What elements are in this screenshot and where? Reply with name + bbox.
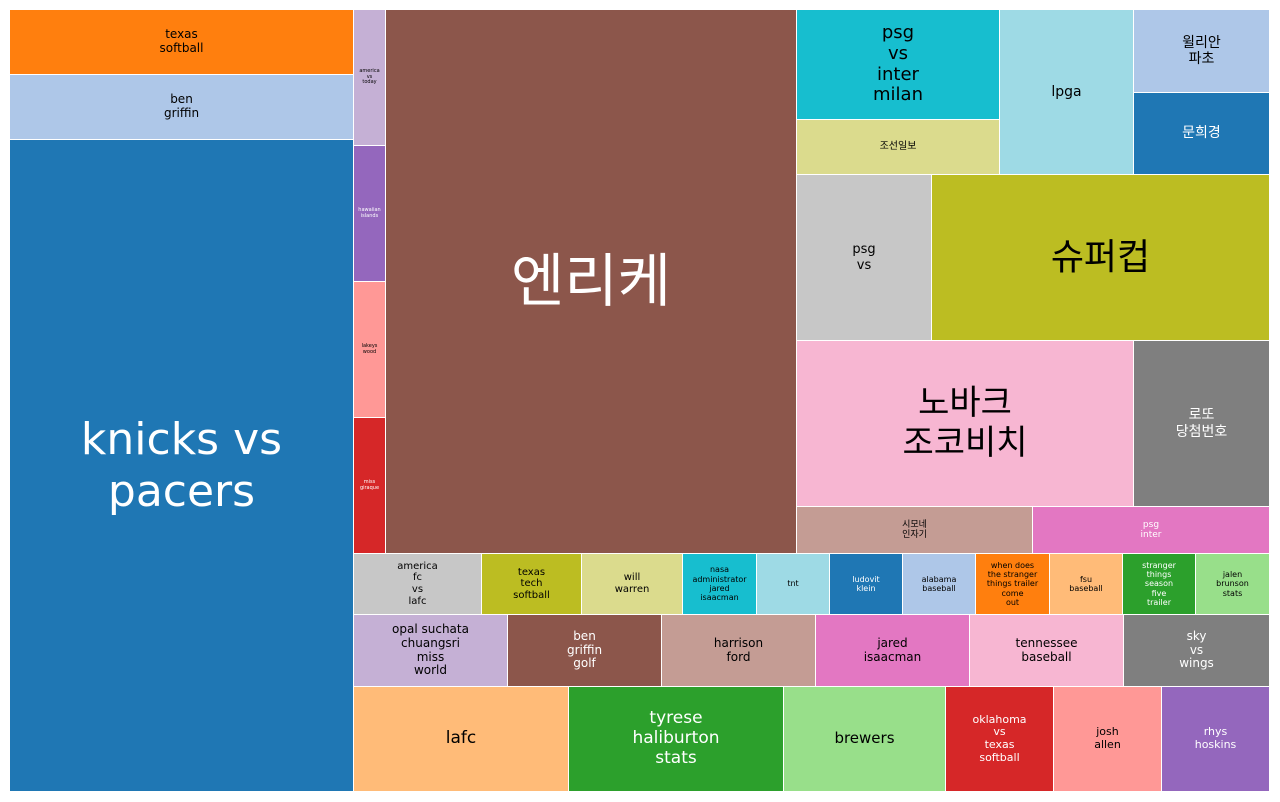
treemap-tile: 조선일보 bbox=[797, 120, 1000, 175]
treemap-tile: 문희경 bbox=[1134, 93, 1270, 175]
treemap-tile: oklahoma vs texas softball bbox=[946, 687, 1054, 792]
treemap-tile: stranger things season five trailer bbox=[1123, 554, 1196, 615]
treemap-tile: lpga bbox=[1000, 10, 1134, 175]
treemap-tile: 엔리케 bbox=[386, 10, 797, 554]
treemap-tile-label: rhys hoskins bbox=[1194, 725, 1237, 751]
treemap-tile: tyrese haliburton stats bbox=[569, 687, 784, 792]
treemap-tile: 노바크 조코비치 bbox=[797, 341, 1134, 507]
treemap-tile-label: jalen brunson stats bbox=[1216, 570, 1249, 598]
treemap-tile-label: 슈퍼컵 bbox=[1050, 236, 1151, 278]
treemap-tile-label: knicks vs pacers bbox=[80, 414, 283, 517]
treemap-tile-label: tennessee baseball bbox=[1015, 635, 1078, 664]
treemap-tile-label: 시모네 인자기 bbox=[902, 519, 927, 540]
treemap-tile-label: miss giraque bbox=[359, 478, 380, 491]
treemap-tile-label: stranger things season five trailer bbox=[1142, 560, 1176, 607]
treemap-tile-label: lafc bbox=[445, 728, 477, 749]
treemap-tile: rhys hoskins bbox=[1162, 687, 1270, 792]
treemap-tile-label: america vs today bbox=[359, 67, 380, 86]
treemap-tile: 로또 당첨번호 bbox=[1134, 341, 1270, 507]
treemap-tile-label: 윌리안 파초 bbox=[1182, 34, 1221, 67]
treemap-tile-label: ben griffin golf bbox=[566, 628, 603, 671]
treemap-tile: psg vs inter milan bbox=[797, 10, 1000, 120]
treemap-tile: knicks vs pacers bbox=[10, 140, 354, 792]
treemap-tile: jalen brunson stats bbox=[1196, 554, 1270, 615]
treemap-tile-label: 노바크 조코비치 bbox=[902, 383, 1028, 463]
treemap-tile: america fc vs lafc bbox=[354, 554, 482, 615]
treemap-tile: psg vs bbox=[797, 175, 932, 341]
treemap-tile: lakeys wood bbox=[354, 282, 386, 418]
treemap-tile: tnt bbox=[757, 554, 830, 615]
treemap-tile: 윌리안 파초 bbox=[1134, 10, 1270, 93]
treemap-tile: ben griffin bbox=[10, 75, 354, 140]
treemap-tile: 슈퍼컵 bbox=[932, 175, 1270, 341]
treemap-tile: 시모네 인자기 bbox=[797, 507, 1033, 554]
treemap-tile-label: hawaiian islands bbox=[358, 206, 381, 219]
treemap-tile: lafc bbox=[354, 687, 569, 792]
treemap-tile-label: texas tech softball bbox=[513, 566, 550, 601]
treemap-tile-label: tnt bbox=[787, 579, 799, 589]
treemap-tile: will warren bbox=[582, 554, 683, 615]
treemap-tile-label: lakeys wood bbox=[361, 342, 378, 355]
treemap-tile-label: texas softball bbox=[159, 27, 204, 55]
treemap-tile-label: ludovit klein bbox=[852, 574, 880, 593]
treemap-tile: alabama baseball bbox=[903, 554, 976, 615]
treemap-tile-label: sky vs wings bbox=[1179, 628, 1214, 671]
treemap-tile: ludovit klein bbox=[830, 554, 903, 615]
treemap-tile-label: oklahoma vs texas softball bbox=[972, 712, 1027, 764]
treemap-tile: josh allen bbox=[1054, 687, 1162, 792]
treemap-tile-label: fsu baseball bbox=[1069, 574, 1103, 593]
treemap-tile-label: lpga bbox=[1051, 83, 1082, 100]
treemap-tile-label: opal suchata chuangsri miss world bbox=[392, 621, 469, 678]
treemap-tile: fsu baseball bbox=[1050, 554, 1123, 615]
treemap-tile: texas softball bbox=[10, 10, 354, 75]
treemap-tile: ben griffin golf bbox=[508, 615, 662, 687]
treemap-tile-label: psg inter bbox=[1140, 519, 1162, 540]
treemap-tile: brewers bbox=[784, 687, 946, 792]
treemap-tile: harrison ford bbox=[662, 615, 816, 687]
treemap-tile: texas tech softball bbox=[482, 554, 582, 615]
treemap-tile-label: jared isaacman bbox=[863, 635, 922, 664]
treemap-tile: america vs today bbox=[354, 10, 386, 146]
treemap-tile-label: tyrese haliburton stats bbox=[632, 708, 720, 768]
treemap-tile: psg inter bbox=[1033, 507, 1270, 554]
treemap-tile-label: 조선일보 bbox=[879, 141, 917, 153]
treemap-tile-label: psg vs bbox=[852, 242, 876, 273]
treemap-tile: opal suchata chuangsri miss world bbox=[354, 615, 508, 687]
treemap-tile-label: josh allen bbox=[1094, 725, 1121, 751]
treemap-tile-label: brewers bbox=[834, 729, 895, 748]
treemap-tile: tennessee baseball bbox=[970, 615, 1124, 687]
treemap-tile-label: 엔리케 bbox=[510, 246, 672, 315]
treemap-tile-label: when does the stranger things trailer co… bbox=[986, 560, 1039, 607]
treemap-tile: nasa administrator jared isaacman bbox=[683, 554, 757, 615]
treemap-tile-label: america fc vs lafc bbox=[397, 560, 438, 607]
treemap-tile-label: 로또 당첨번호 bbox=[1175, 407, 1228, 440]
treemap-tile: sky vs wings bbox=[1124, 615, 1270, 687]
treemap-tile-label: alabama baseball bbox=[921, 574, 957, 593]
treemap-tile-label: 문희경 bbox=[1182, 125, 1221, 142]
treemap-tile-label: ben griffin bbox=[163, 92, 200, 120]
treemap-tile-label: will warren bbox=[614, 572, 650, 595]
treemap-tile-label: harrison ford bbox=[713, 635, 764, 664]
treemap-tile: hawaiian islands bbox=[354, 146, 386, 282]
treemap-tile-label: nasa administrator jared isaacman bbox=[692, 565, 747, 603]
treemap-tile: miss giraque bbox=[354, 418, 386, 554]
treemap-tile: jared isaacman bbox=[816, 615, 970, 687]
treemap-tile-label: psg vs inter milan bbox=[873, 21, 923, 106]
treemap-tile: when does the stranger things trailer co… bbox=[976, 554, 1050, 615]
